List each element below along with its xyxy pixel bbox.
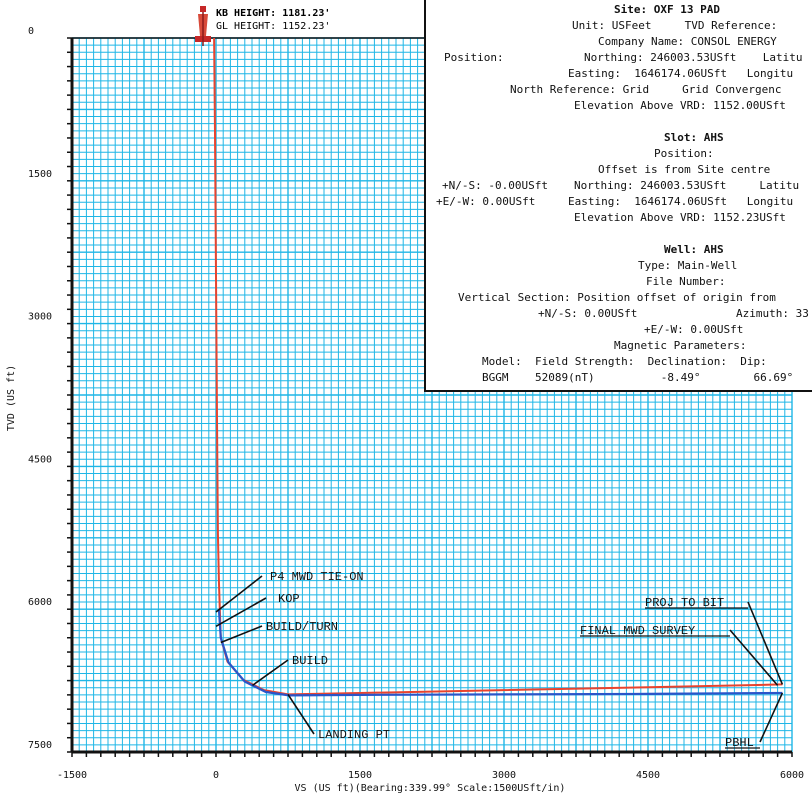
annotation-leader bbox=[252, 659, 289, 687]
slot-title: Slot: AHS bbox=[664, 131, 724, 144]
position-label: Position: bbox=[444, 51, 504, 64]
slot-northing: Northing: 246003.53USft Latitu bbox=[574, 179, 800, 192]
slot-ew: +E/-W: 0.00USft bbox=[436, 195, 536, 208]
slot-offset-note: Offset is from Site centre bbox=[598, 163, 771, 176]
x-axis-label: VS (US ft)(Bearing:339.99° Scale:1500USf… bbox=[295, 783, 566, 794]
slot-position: Position: bbox=[654, 147, 714, 160]
magnetic-title: Magnetic Parameters: bbox=[614, 339, 747, 352]
y-tick-label: 3000 bbox=[28, 312, 52, 323]
unit-line: Unit: USFeet TVD Reference: bbox=[572, 19, 778, 32]
magnetic-values: BGGM 52089(nT) -8.49° 66.69° bbox=[482, 371, 794, 384]
y-tick-label: 7500 bbox=[28, 740, 52, 751]
y-tick-label: 0 bbox=[28, 26, 34, 37]
annotation-label: LANDING PT bbox=[318, 728, 390, 742]
annotation-label: KOP bbox=[278, 592, 300, 606]
site-elevation: Elevation Above VRD: 1152.00USft bbox=[574, 99, 786, 112]
company-line: Company Name: CONSOL ENERGY bbox=[598, 35, 777, 48]
gl-height-label: GL HEIGHT: 1152.23' bbox=[216, 21, 331, 32]
vs-ew: +E/-W: 0.00USft bbox=[644, 323, 744, 336]
well-title: Well: AHS bbox=[664, 243, 724, 256]
site-easting: Easting: 1646174.06USft Longitu bbox=[568, 67, 794, 80]
drilling-rig-icon bbox=[195, 6, 211, 46]
x-tick-label: -1500 bbox=[57, 770, 87, 781]
vs-ns: +N/-S: 0.00USft bbox=[538, 307, 638, 320]
x-tick-label: 6000 bbox=[780, 770, 804, 781]
annotation-leader bbox=[759, 692, 784, 743]
well-type: Type: Main-Well bbox=[638, 259, 738, 272]
magnetic-headers: Model: Field Strength: Declination: Dip: bbox=[482, 355, 767, 368]
y-axis-label: TVD (US ft) bbox=[6, 365, 17, 431]
vertical-section-line: Vertical Section: Position offset of ori… bbox=[458, 291, 776, 304]
slot-ns: +N/-S: -0.00USft bbox=[442, 179, 548, 192]
series-line-2 bbox=[217, 609, 783, 697]
tick-labels: -1500 0 1500 3000 4500 6000 0 1500 3000 4500 6000 7… bbox=[28, 26, 804, 781]
kb-height-label: KB HEIGHT: 1181.23' bbox=[216, 8, 331, 19]
annotations: P4 MWD TIE-ON KOP BUILD/TURN BUILD LANDING P… bbox=[215, 570, 784, 750]
slot-easting: Easting: 1646174.06USft Longitu bbox=[568, 195, 794, 208]
annotation-label: FINAL MWD SURVEY bbox=[580, 624, 695, 638]
annotation-leader bbox=[287, 693, 315, 735]
annotation-leader bbox=[220, 625, 263, 644]
vs-azimuth: Azimuth: 33 bbox=[736, 307, 809, 320]
x-tick-label: 4500 bbox=[636, 770, 660, 781]
y-tick-label: 4500 bbox=[28, 454, 52, 465]
annotation-label: P4 MWD TIE-ON bbox=[270, 570, 364, 584]
annotation-leader bbox=[215, 575, 263, 613]
annotation-leader bbox=[747, 601, 784, 685]
annotation-label: BUILD bbox=[292, 654, 328, 668]
x-tick-label: 0 bbox=[213, 770, 219, 781]
site-northing: Northing: 246003.53USft Latitu bbox=[584, 51, 803, 64]
site-title: Site: OXF 13 PAD bbox=[614, 3, 720, 16]
well-info-panel: Site: OXF 13 PAD Unit: USFeet TVD Refere… bbox=[424, 0, 812, 392]
y-tick-label: 1500 bbox=[28, 169, 52, 180]
file-number: File Number: bbox=[646, 275, 726, 288]
annotation-leader bbox=[729, 629, 779, 686]
annotation-label: BUILD/TURN bbox=[266, 620, 338, 634]
slot-elevation: Elevation Above VRD: 1152.23USft bbox=[574, 211, 786, 224]
north-reference: North Reference: Grid Grid Convergenc bbox=[510, 83, 782, 96]
x-tick-label: 1500 bbox=[348, 770, 372, 781]
trajectory-series bbox=[213, 37, 783, 697]
y-tick-label: 6000 bbox=[28, 597, 52, 608]
annotation-label: PROJ TO BIT bbox=[645, 596, 724, 610]
annotation-leader bbox=[215, 597, 267, 628]
x-tick-label: 3000 bbox=[492, 770, 516, 781]
annotation-label: PBHL bbox=[725, 736, 754, 750]
